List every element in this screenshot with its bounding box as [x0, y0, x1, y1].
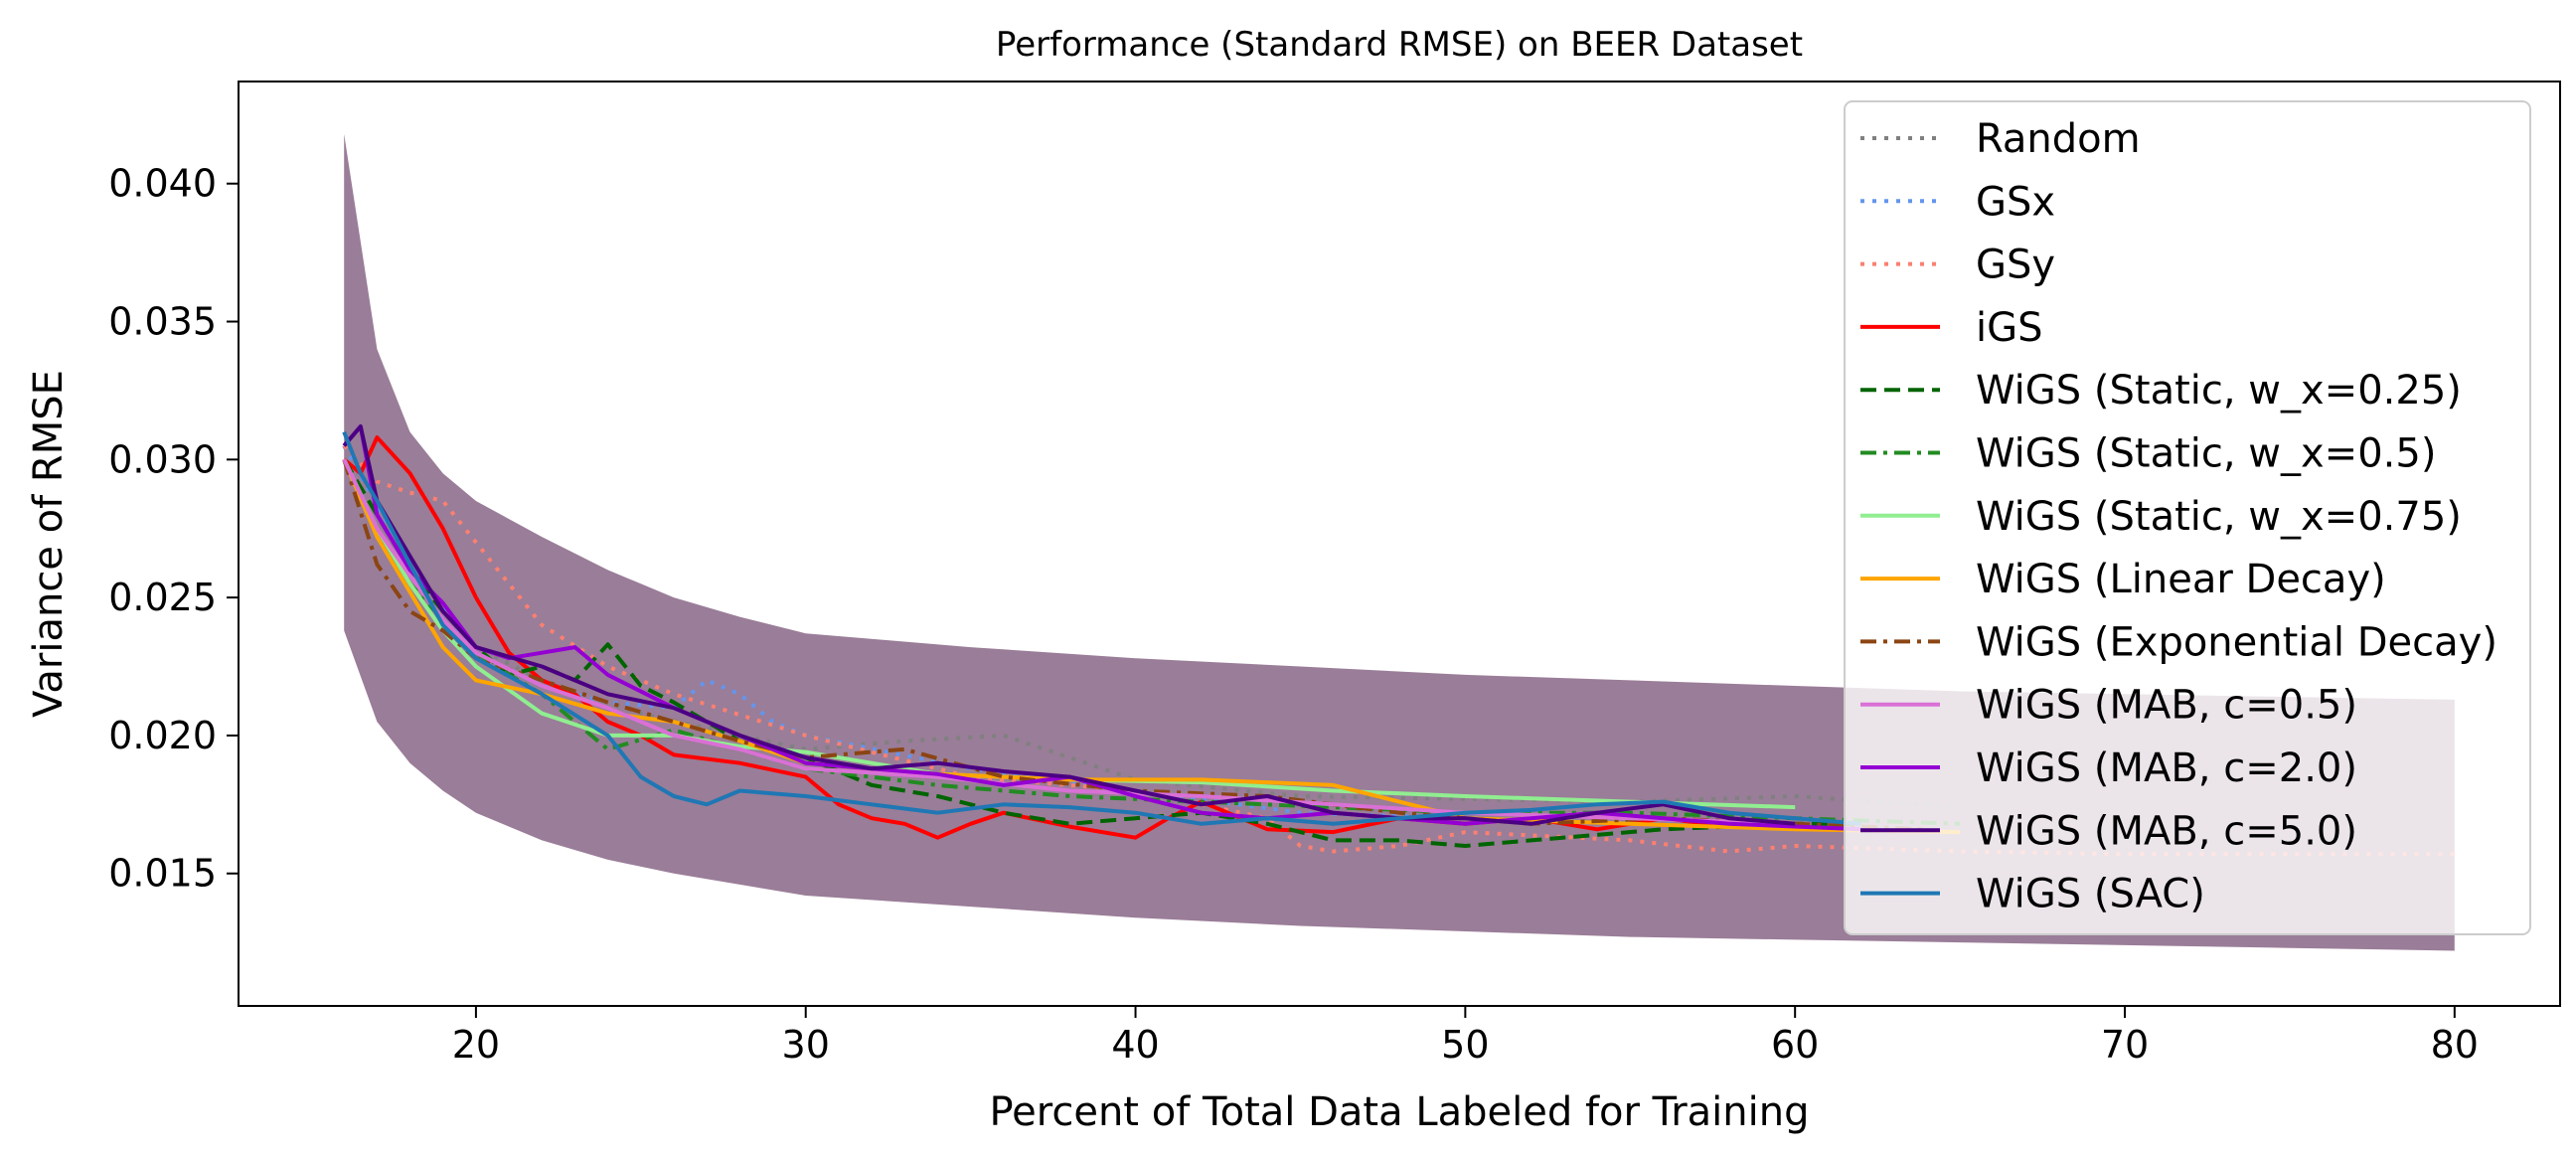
x-tick-label: 20 — [452, 1023, 500, 1067]
series-line-1 — [342, 444, 1961, 810]
x-tick-label: 30 — [782, 1023, 830, 1067]
legend-label-13: WiGS (SAC) — [1976, 872, 2205, 917]
legend-label-12: WiGS (MAB, c=5.0) — [1976, 808, 2357, 854]
series-line-12 — [342, 424, 1796, 826]
x-axis: 20 30 40 50 60 70 80 — [452, 1006, 2479, 1067]
y-axis-label: Variance of RMSE — [26, 370, 72, 718]
legend-label-1: Random — [1976, 116, 2141, 162]
legend-label-6: WiGS (Static, w_x=0.5) — [1976, 431, 2436, 477]
y-tick-label: 0.025 — [108, 576, 217, 619]
legend-box — [1844, 100, 2531, 935]
series-layer — [342, 424, 2455, 857]
y-tick-label: 0.035 — [108, 300, 217, 344]
y-tick-label: 0.015 — [108, 852, 217, 896]
x-tick-label: 70 — [2101, 1023, 2149, 1067]
x-tick-label: 40 — [1111, 1023, 1159, 1067]
x-tick-label: 80 — [2431, 1023, 2479, 1067]
series-line-13 — [342, 430, 1861, 826]
series-line-2 — [342, 444, 1961, 835]
plot-frame — [238, 81, 2561, 1007]
legend-label-5: WiGS (Static, w_x=0.25) — [1976, 368, 2462, 414]
y-tick-label: 0.040 — [108, 162, 217, 206]
legend-label-3: GSy — [1976, 243, 2055, 288]
x-tick-label: 50 — [1441, 1023, 1489, 1067]
y-axis: 0.015 0.020 0.025 0.030 0.035 0.040 — [108, 162, 239, 896]
legend-label-10: WiGS (MAB, c=0.5) — [1976, 683, 2357, 729]
chart-title: Performance (Standard RMSE) on BEER Data… — [996, 25, 1803, 65]
legend-label-9: WiGS (Exponential Decay) — [1976, 619, 2497, 665]
legend-label-11: WiGS (MAB, c=2.0) — [1976, 745, 2357, 791]
x-axis-label: Percent of Total Data Labeled for Traini… — [989, 1089, 1809, 1135]
legend-label-4: iGS — [1976, 305, 2043, 351]
legend-label-2: GSx — [1976, 179, 2055, 225]
series-line-7 — [342, 458, 1796, 810]
x-tick-label: 60 — [1771, 1023, 1819, 1067]
series-line-5 — [342, 458, 1861, 848]
y-tick-label: 0.020 — [108, 714, 217, 757]
y-tick-label: 0.030 — [108, 437, 217, 481]
legend-label-8: WiGS (Linear Decay) — [1976, 557, 2386, 602]
legend-label-7: WiGS (Static, w_x=0.75) — [1976, 494, 2462, 540]
legend: Random GSx GSy iGS WiGS (Static, w_x=0.25) Wi… — [1844, 100, 2531, 935]
